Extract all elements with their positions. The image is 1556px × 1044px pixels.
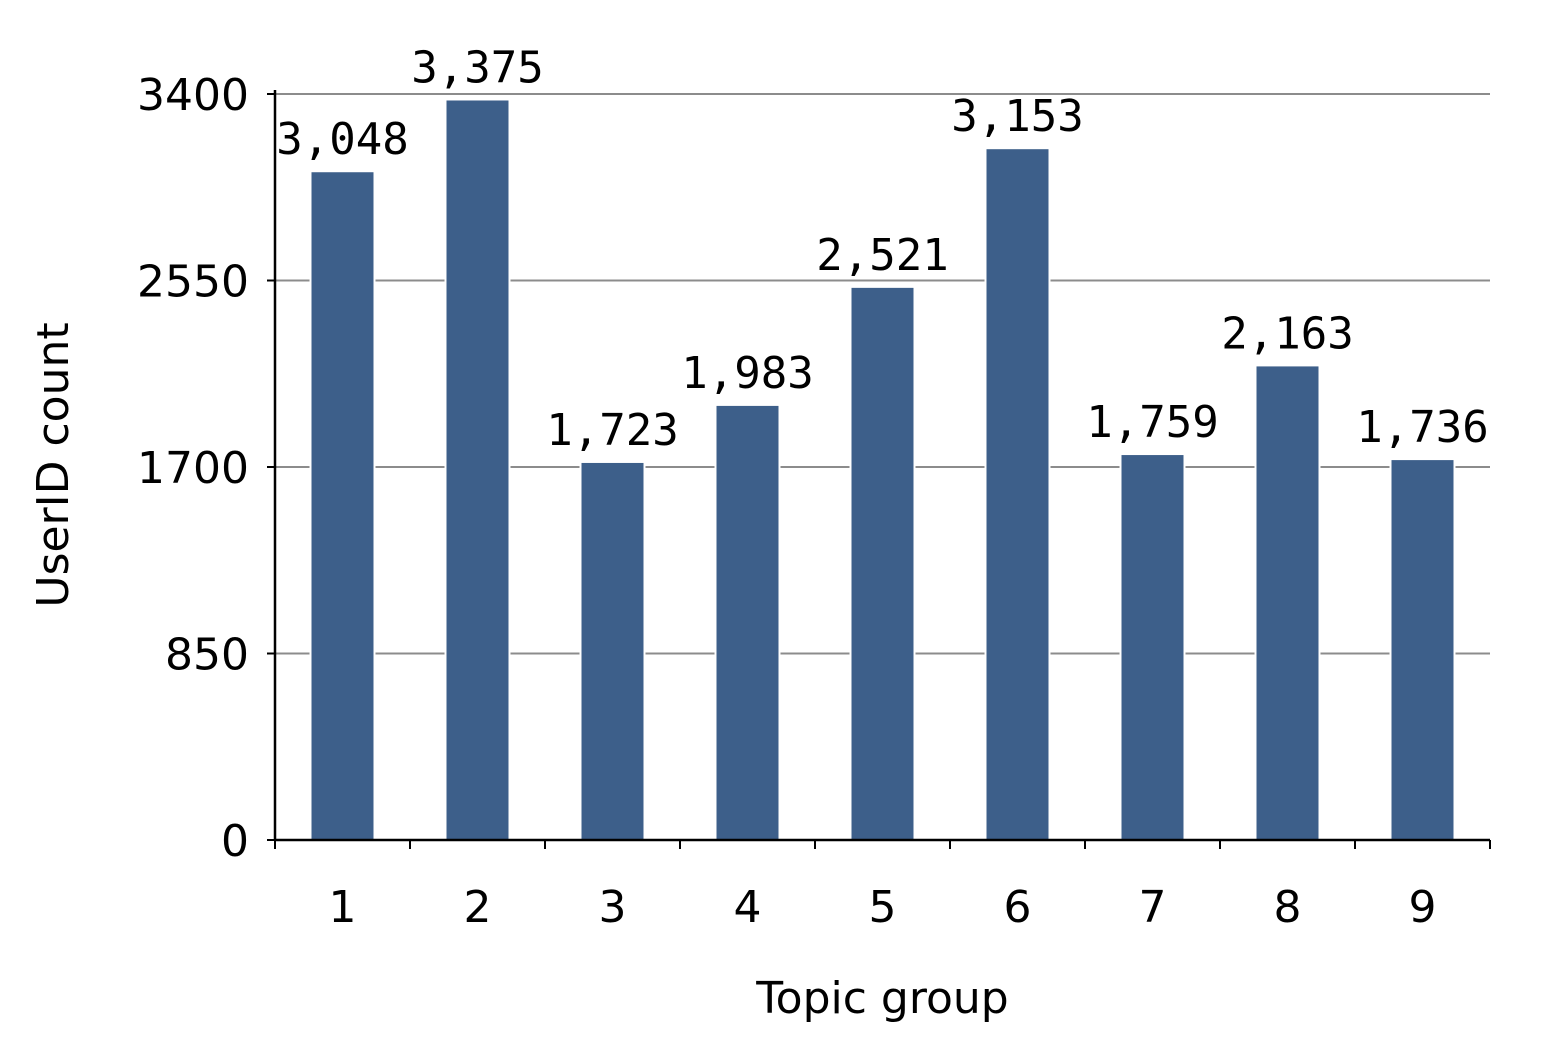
y-tick-label: 0 bbox=[221, 816, 249, 867]
data-label: 3,048 bbox=[276, 114, 408, 165]
data-label: 1,736 bbox=[1356, 402, 1488, 453]
x-tick-label: 9 bbox=[1409, 882, 1437, 933]
x-tick-label: 3 bbox=[599, 882, 627, 933]
bar bbox=[1254, 364, 1321, 841]
bar bbox=[1119, 453, 1186, 841]
data-label: 1,983 bbox=[681, 348, 813, 399]
x-tick-label: 7 bbox=[1139, 882, 1167, 933]
x-tick-label: 8 bbox=[1274, 882, 1302, 933]
bar bbox=[309, 170, 376, 841]
bar bbox=[714, 403, 781, 841]
y-tick-label: 3400 bbox=[137, 70, 249, 121]
bar bbox=[579, 460, 646, 841]
y-tick-label: 2550 bbox=[137, 257, 249, 308]
x-tick-label: 2 bbox=[464, 882, 492, 933]
y-ticks: 0 850 1700 2550 3400 bbox=[137, 70, 275, 867]
y-tick-label: 850 bbox=[165, 630, 249, 681]
data-label: 3,375 bbox=[411, 42, 543, 93]
data-label: 3,153 bbox=[951, 91, 1083, 142]
data-label: 2,521 bbox=[816, 230, 948, 281]
y-axis-title: UserID count bbox=[28, 322, 79, 607]
x-tick-label: 1 bbox=[329, 882, 357, 933]
axes bbox=[273, 90, 1490, 842]
bar bbox=[1389, 458, 1456, 841]
y-tick-label: 1700 bbox=[137, 443, 249, 494]
bars bbox=[309, 98, 1456, 842]
bar bbox=[444, 98, 511, 841]
x-tick-label: 4 bbox=[734, 882, 762, 933]
x-tick-label: 5 bbox=[869, 882, 897, 933]
x-ticks: 1 2 3 4 5 6 7 8 9 bbox=[274, 840, 1491, 933]
bar bbox=[984, 147, 1051, 841]
x-tick-label: 6 bbox=[1004, 882, 1032, 933]
data-label: 1,759 bbox=[1086, 397, 1218, 448]
data-label: 1,723 bbox=[546, 405, 678, 456]
bar bbox=[849, 285, 916, 842]
x-axis-title: Topic group bbox=[755, 973, 1008, 1024]
data-label: 2,163 bbox=[1221, 308, 1353, 359]
